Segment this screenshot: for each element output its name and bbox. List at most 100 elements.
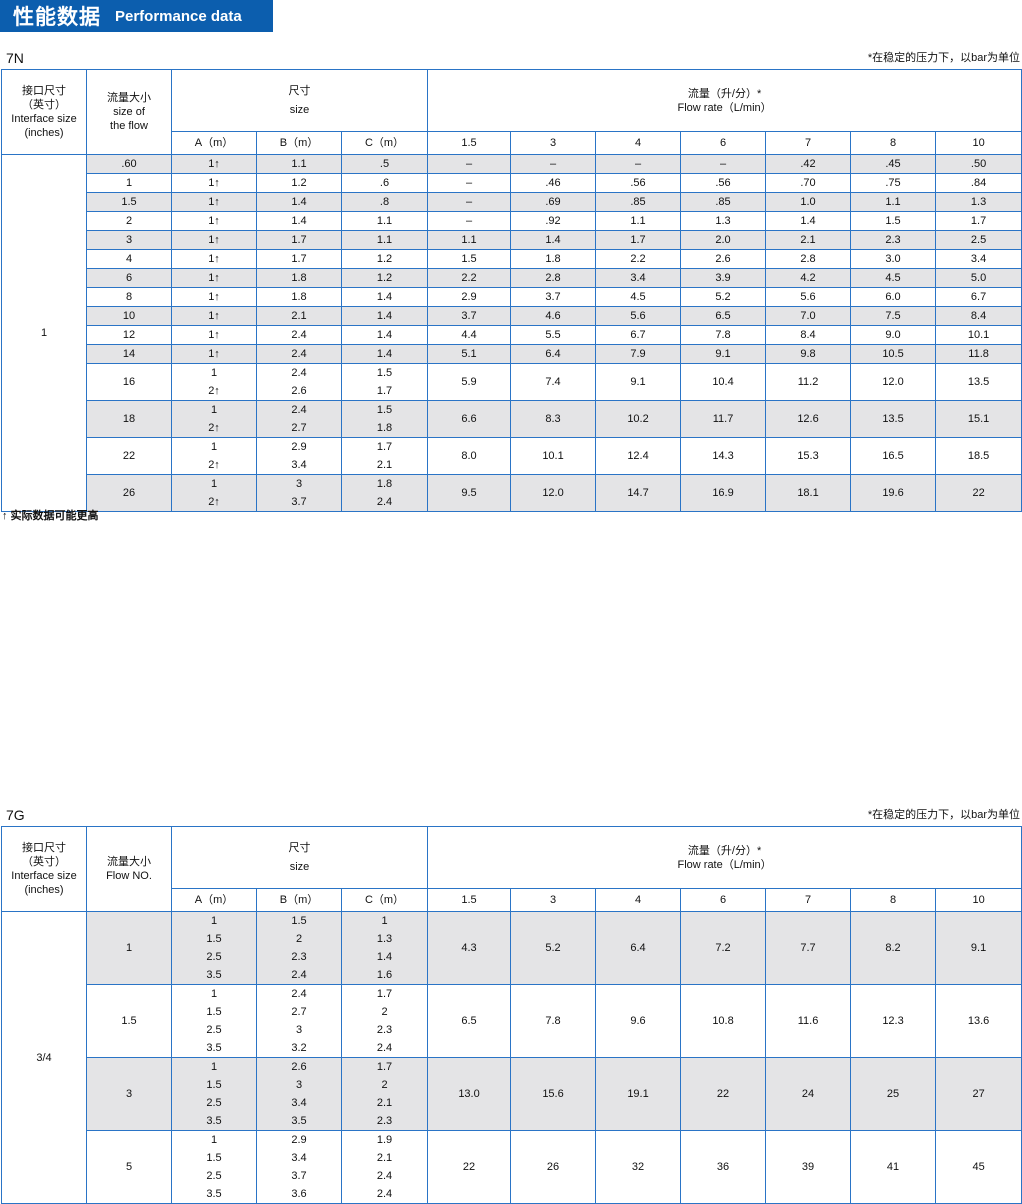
dim-value: 2.5 — [206, 1024, 222, 1036]
dim-a-cell: 1 1.5 2.5 3.5 — [171, 984, 257, 1058]
header-pressure-col: 3 — [510, 131, 597, 155]
flow-rate-cell: 3.4 — [595, 268, 682, 288]
dim-value: 3.4 — [291, 1097, 307, 1109]
dim-value: 1.7 — [376, 1061, 393, 1073]
dim-value: 1.9 — [376, 1134, 393, 1146]
header-text-line: 流量大小 — [107, 92, 151, 104]
flow-rate-cell: 3.7 — [510, 287, 597, 307]
flow-rate-cell: 6.6 — [427, 400, 512, 438]
flow-size-cell: .60 — [86, 154, 172, 174]
model-label-7g: 7G — [6, 807, 25, 823]
dim-value: 1.2 — [376, 272, 393, 284]
dim-c-cell: 1.2 — [340, 249, 429, 269]
header-text-line: （英寸） — [22, 856, 66, 868]
dim-value: 1.4 — [376, 951, 393, 963]
dim-value: 3.6 — [291, 1188, 307, 1200]
dim-value: 1 — [210, 441, 218, 453]
section-title-zh: 性能数据 — [13, 6, 101, 29]
header-pressure-col: 3 — [510, 888, 597, 912]
dim-value: 2.4 — [291, 329, 307, 341]
dim-c-cell: 1 1.3 1.4 1.6 — [340, 911, 429, 985]
dim-value: 3.2 — [291, 1042, 307, 1054]
flow-size-cell: 5 — [86, 1130, 172, 1204]
dim-value: 1↑ — [208, 329, 220, 341]
flow-rate-cell: 1.4 — [765, 211, 852, 231]
dim-value: 2 — [295, 933, 303, 945]
header-text-line: size — [289, 103, 310, 116]
flow-rate-cell: – — [427, 173, 512, 193]
dim-value: 2.3 — [376, 1024, 393, 1036]
dim-a-cell: 1↑ — [171, 211, 257, 231]
dim-value: 1↑ — [208, 177, 220, 189]
dim-value: 2↑ — [208, 422, 220, 434]
dim-value: 1.7 — [291, 253, 307, 265]
flow-rate-cell: 9.1 — [595, 363, 682, 401]
flow-rate-cell: 7.4 — [510, 363, 597, 401]
dim-b-cell: 2.4 — [256, 325, 342, 345]
flow-rate-cell: 7.8 — [510, 984, 597, 1058]
header-text-line: 流量大小 — [107, 856, 151, 868]
dim-value: 1.5 — [206, 1006, 222, 1018]
flow-rate-cell: 1.7 — [595, 230, 682, 250]
dim-value: 2.5 — [206, 951, 222, 963]
dim-a-cell: 1 2↑ — [171, 474, 257, 512]
flow-rate-cell: 13.0 — [427, 1057, 512, 1131]
flow-rate-cell: 10.5 — [850, 344, 937, 364]
dim-value: 2.3 — [376, 1115, 393, 1127]
flow-size-cell: 1.5 — [86, 192, 172, 212]
header-dim-col: A（m） — [171, 888, 257, 912]
table-row: 22 1 2↑ 2.9 3.4 1.7 2.1 8.0 10.1 12.4 14.3 15.3 16.5… — [2, 437, 1022, 475]
flow-rate-cell: 1.1 — [850, 192, 937, 212]
header-dimensions: 尺寸 size — [170, 69, 429, 132]
dim-value: 2.4 — [291, 348, 307, 360]
flow-rate-cell: 13.5 — [935, 363, 1022, 401]
flow-rate-cell: 7.0 — [765, 306, 852, 326]
dim-value: 2.3 — [291, 951, 307, 963]
header-pressure-col: 4 — [595, 888, 682, 912]
dim-value: 2.6 — [291, 385, 307, 397]
flow-rate-cell: 8.4 — [935, 306, 1022, 326]
header-pressure-col: 7 — [765, 131, 852, 155]
dim-value: 1↑ — [208, 291, 220, 303]
dim-b-cell: 1.7 — [256, 230, 342, 250]
flow-rate-cell: 32 — [595, 1130, 682, 1204]
pressure-note-7n: *在稳定的压力下，以bar为单位 — [867, 52, 1020, 64]
dim-a-cell: 1 1.5 2.5 3.5 — [171, 911, 257, 985]
flow-rate-cell: 6.0 — [850, 287, 937, 307]
dim-value: 3.5 — [291, 1115, 307, 1127]
dim-value: 1↑ — [208, 196, 220, 208]
dim-value: 1.5 — [206, 1152, 222, 1164]
header-dim-col: B（m） — [256, 131, 342, 155]
table-row: 1 1↑ 1.2.6– .46.56.56.70.75.84 — [2, 173, 1022, 193]
dim-value: 1.3 — [376, 933, 393, 945]
dim-value: 1.1 — [376, 215, 393, 227]
flow-rate-cell: 16.9 — [680, 474, 767, 512]
dim-a-cell: 1 2↑ — [171, 437, 257, 475]
header-pressure-col: 8 — [850, 131, 937, 155]
dim-value: 1 — [210, 1134, 218, 1146]
dim-value: 1.1 — [291, 158, 307, 170]
dim-c-cell: 1.8 2.4 — [340, 474, 429, 512]
flow-size-cell: 2 — [86, 211, 172, 231]
flow-rate-cell: .42 — [765, 154, 852, 174]
flow-rate-cell: 16.5 — [850, 437, 937, 475]
header-pressure-col: 1.5 — [427, 888, 512, 912]
flow-rate-cell: 8.2 — [850, 911, 937, 985]
flow-rate-cell: 7.7 — [765, 911, 852, 985]
table-row: 16 1 2↑ 2.4 2.6 1.5 1.7 5.9 7.4 9.1 10.4 11.2 12.0 13… — [2, 363, 1022, 401]
flow-rate-cell: 6.7 — [595, 325, 682, 345]
flow-size-cell: 3 — [86, 230, 172, 250]
flow-rate-cell: 15.1 — [935, 400, 1022, 438]
interface-size-cell: 1 — [1, 154, 87, 512]
dim-value: 1.4 — [376, 291, 393, 303]
flow-rate-cell: 10.1 — [935, 325, 1022, 345]
flow-size-cell: 26 — [86, 474, 172, 512]
flow-rate-cell: .50 — [935, 154, 1022, 174]
dim-c-cell: 1.1 — [340, 211, 429, 231]
header-flow-rate: 流量（升/分）* Flow rate（L/min） — [427, 826, 1022, 889]
dim-value: 2.1 — [376, 1097, 393, 1109]
flow-rate-cell: 8.4 — [765, 325, 852, 345]
flow-rate-cell: 10.2 — [595, 400, 682, 438]
table-row: 6 1↑ 1.8 1.2 2.2 2.8 3.4 3.9 4.2 4.5 5.0 — [2, 268, 1022, 288]
dim-value: 3.4 — [291, 459, 307, 471]
